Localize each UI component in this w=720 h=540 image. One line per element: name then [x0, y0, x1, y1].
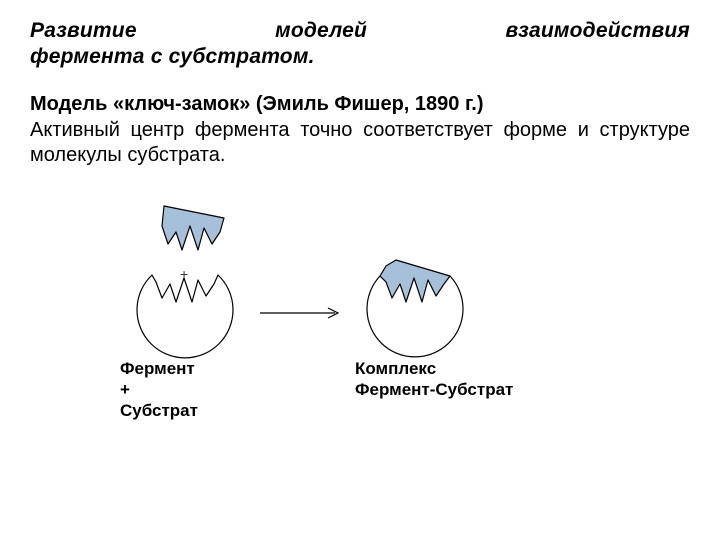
- substrate-shape: [162, 206, 224, 250]
- label-complex: Комплекс Фермент-Субстрат: [355, 358, 513, 401]
- title-line-1: Развитие моделей взаимодействия: [30, 19, 690, 42]
- label-right-line-1: Комплекс: [355, 358, 513, 379]
- label-right-line-2: Фермент-Субстрат: [355, 379, 513, 400]
- label-left-line-2: +: [120, 379, 198, 400]
- label-left-line-3: Субстрат: [120, 400, 198, 421]
- diagram-svg: [80, 198, 600, 378]
- model-description: Активный центр фермента точно соответств…: [30, 118, 690, 168]
- page-title: Развитие моделей взаимодействия фермента…: [30, 18, 690, 71]
- lock-key-diagram: + Фермент + Субстрат Комплекс Фермент-Су…: [80, 198, 600, 478]
- enzyme-substrate-complex: [367, 260, 463, 357]
- reaction-arrow-icon: [260, 308, 338, 318]
- plus-symbol: +: [180, 266, 188, 282]
- label-enzyme-substrate: Фермент + Субстрат: [120, 358, 198, 422]
- label-left-line-1: Фермент: [120, 358, 198, 379]
- model-subtitle: Модель «ключ-замок» (Эмиль Фишер, 1890 г…: [30, 93, 690, 116]
- title-line-2: фермента с субстратом.: [30, 44, 690, 70]
- enzyme-left-shape: [137, 275, 233, 358]
